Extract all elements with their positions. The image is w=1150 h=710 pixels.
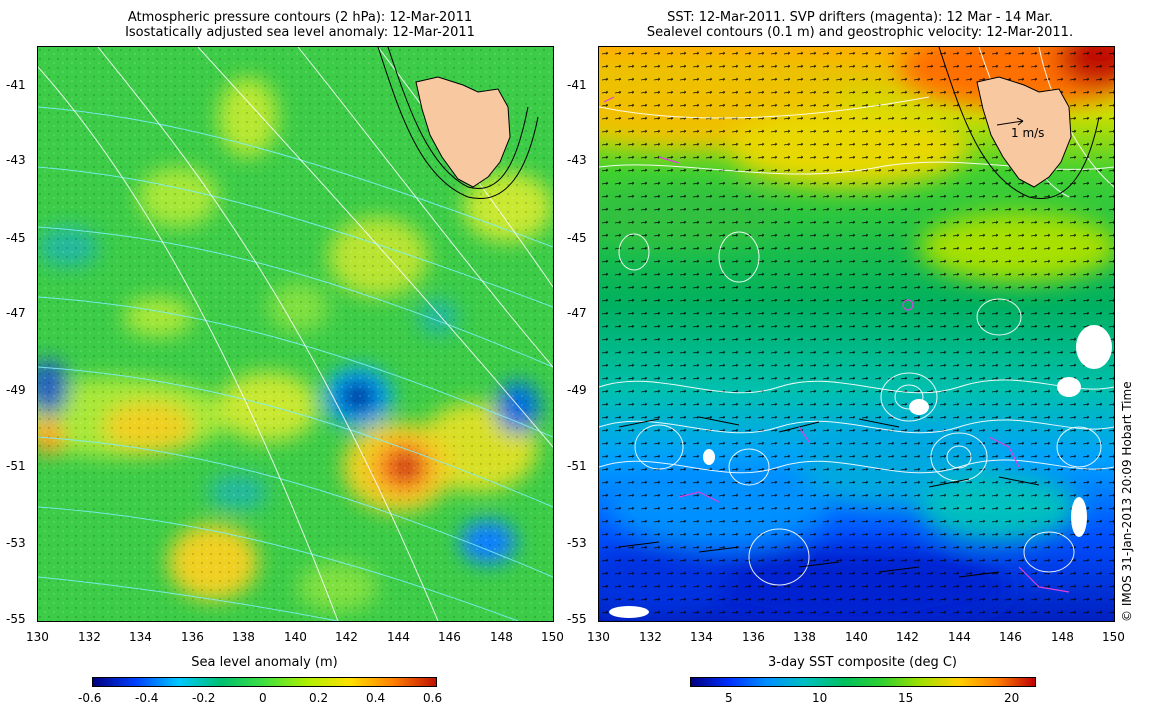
- right-title-line2: Sealevel contours (0.1 m) and geostrophi…: [646, 25, 1074, 40]
- right-x-tick: 142: [896, 630, 919, 644]
- sla-colorbar-tick: 0.6: [423, 691, 443, 705]
- left-x-tick: 140: [284, 630, 307, 644]
- right-x-tick: 130: [587, 630, 610, 644]
- left-title-line1: Atmospheric pressure contours (2 hPa): 1…: [127, 10, 473, 25]
- sla-colorbar-title: Sea level anomaly (m): [191, 655, 338, 670]
- right-y-tick: -43: [567, 153, 587, 167]
- sla-colorbar-tick: 0.4: [366, 691, 386, 705]
- right-x-tick: 132: [639, 630, 662, 644]
- velocity-scale-arrow: [996, 117, 1024, 126]
- sla-colorbar-tick: -0.4: [135, 691, 159, 705]
- right-y-tick: -49: [567, 383, 587, 397]
- left-y-tick: -41: [6, 78, 26, 92]
- tasmania-land-sst: [976, 76, 1072, 188]
- right-y-tick: -41: [567, 78, 587, 92]
- right-x-tick: 140: [845, 630, 868, 644]
- right-y-tick: -51: [567, 459, 587, 473]
- sst-colorbar-tick: 20: [1004, 691, 1020, 705]
- right-x-tick: 136: [742, 630, 765, 644]
- left-x-tick: 146: [438, 630, 461, 644]
- tasmania-land: [415, 76, 511, 188]
- sla-colorbar: [92, 677, 437, 687]
- left-y-tick: -49: [6, 383, 26, 397]
- right-y-tick: -55: [567, 612, 587, 626]
- sst-colorbar-title: 3-day SST composite (deg C): [767, 655, 958, 670]
- sst-colorbar: [690, 677, 1036, 687]
- left-y-tick: -53: [6, 536, 26, 550]
- sla-colorbar-tick: -0.2: [192, 691, 216, 705]
- left-x-tick: 136: [181, 630, 204, 644]
- left-x-tick: 144: [387, 630, 410, 644]
- right-y-tick: -53: [567, 536, 587, 550]
- right-x-tick: 144: [948, 630, 971, 644]
- copyright-text: © IMOS 31-Jan-2013 20:09 Hobart Time: [1120, 381, 1134, 622]
- left-x-tick: 150: [541, 630, 564, 644]
- left-y-tick: -55: [6, 612, 26, 626]
- left-x-tick: 138: [232, 630, 255, 644]
- sla-colorbar-tick: 0.2: [309, 691, 329, 705]
- left-y-tick: -47: [6, 306, 26, 320]
- sea-level-anomaly-map: [37, 46, 554, 622]
- right-x-tick: 150: [1102, 630, 1125, 644]
- left-x-tick: 142: [335, 630, 358, 644]
- left-x-tick: 130: [26, 630, 49, 644]
- right-x-tick: 148: [1051, 630, 1074, 644]
- right-title-line1: SST: 12-Mar-2011. SVP drifters (magenta)…: [667, 10, 1053, 25]
- velocity-scale-label: 1 m/s: [1011, 126, 1045, 140]
- right-x-tick: 138: [793, 630, 816, 644]
- left-x-tick: 132: [78, 630, 101, 644]
- left-y-tick: -43: [6, 153, 26, 167]
- sst-colorbar-tick: 10: [812, 691, 828, 705]
- left-title-line2: Isostatically adjusted sea level anomaly…: [125, 25, 475, 40]
- right-y-tick: -45: [567, 231, 587, 245]
- left-y-tick: -45: [6, 231, 26, 245]
- sst-colorbar-tick: 15: [898, 691, 914, 705]
- sst-colorbar-tick: 5: [725, 691, 733, 705]
- right-x-tick: 146: [999, 630, 1022, 644]
- left-x-tick: 134: [129, 630, 152, 644]
- left-y-tick: -51: [6, 459, 26, 473]
- sla-colorbar-tick: 0: [259, 691, 267, 705]
- right-y-tick: -47: [567, 306, 587, 320]
- left-x-tick: 148: [490, 630, 513, 644]
- sla-colorbar-tick: -0.6: [78, 691, 102, 705]
- right-x-tick: 134: [690, 630, 713, 644]
- sst-map: 1 m/s: [598, 46, 1115, 622]
